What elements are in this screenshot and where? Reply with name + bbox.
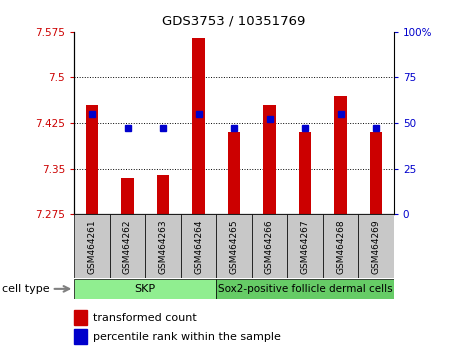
Bar	[145, 214, 181, 278]
Text: GSM464263: GSM464263	[158, 219, 167, 274]
Bar	[181, 214, 216, 278]
Bar	[74, 214, 110, 278]
Bar	[287, 214, 323, 278]
Text: SKP: SKP	[135, 284, 156, 294]
Bar	[263, 105, 276, 214]
Bar	[73, 310, 87, 325]
Bar	[86, 105, 98, 214]
Text: GSM464261: GSM464261	[87, 219, 96, 274]
Bar	[157, 175, 169, 214]
Text: Sox2-positive follicle dermal cells: Sox2-positive follicle dermal cells	[218, 284, 392, 294]
Text: percentile rank within the sample: percentile rank within the sample	[93, 332, 281, 342]
Bar	[110, 214, 145, 278]
Bar	[323, 214, 358, 278]
Bar	[252, 214, 287, 278]
Bar	[216, 214, 252, 278]
Text: GSM464266: GSM464266	[265, 219, 274, 274]
Text: GSM464268: GSM464268	[336, 219, 345, 274]
Bar	[334, 96, 347, 214]
Text: cell type: cell type	[2, 284, 50, 294]
Bar	[228, 132, 240, 214]
Bar	[358, 214, 394, 278]
Text: GSM464264: GSM464264	[194, 219, 203, 274]
Bar	[122, 178, 134, 214]
Text: GSM464262: GSM464262	[123, 219, 132, 274]
Bar	[299, 132, 311, 214]
Bar	[74, 279, 216, 299]
Bar	[370, 132, 382, 214]
Bar	[73, 330, 87, 344]
Title: GDS3753 / 10351769: GDS3753 / 10351769	[162, 15, 306, 28]
Text: transformed count: transformed count	[93, 313, 197, 322]
Bar	[192, 38, 205, 214]
Text: GSM464267: GSM464267	[301, 219, 310, 274]
Text: GSM464269: GSM464269	[372, 219, 381, 274]
Text: GSM464265: GSM464265	[230, 219, 238, 274]
Bar	[216, 279, 394, 299]
